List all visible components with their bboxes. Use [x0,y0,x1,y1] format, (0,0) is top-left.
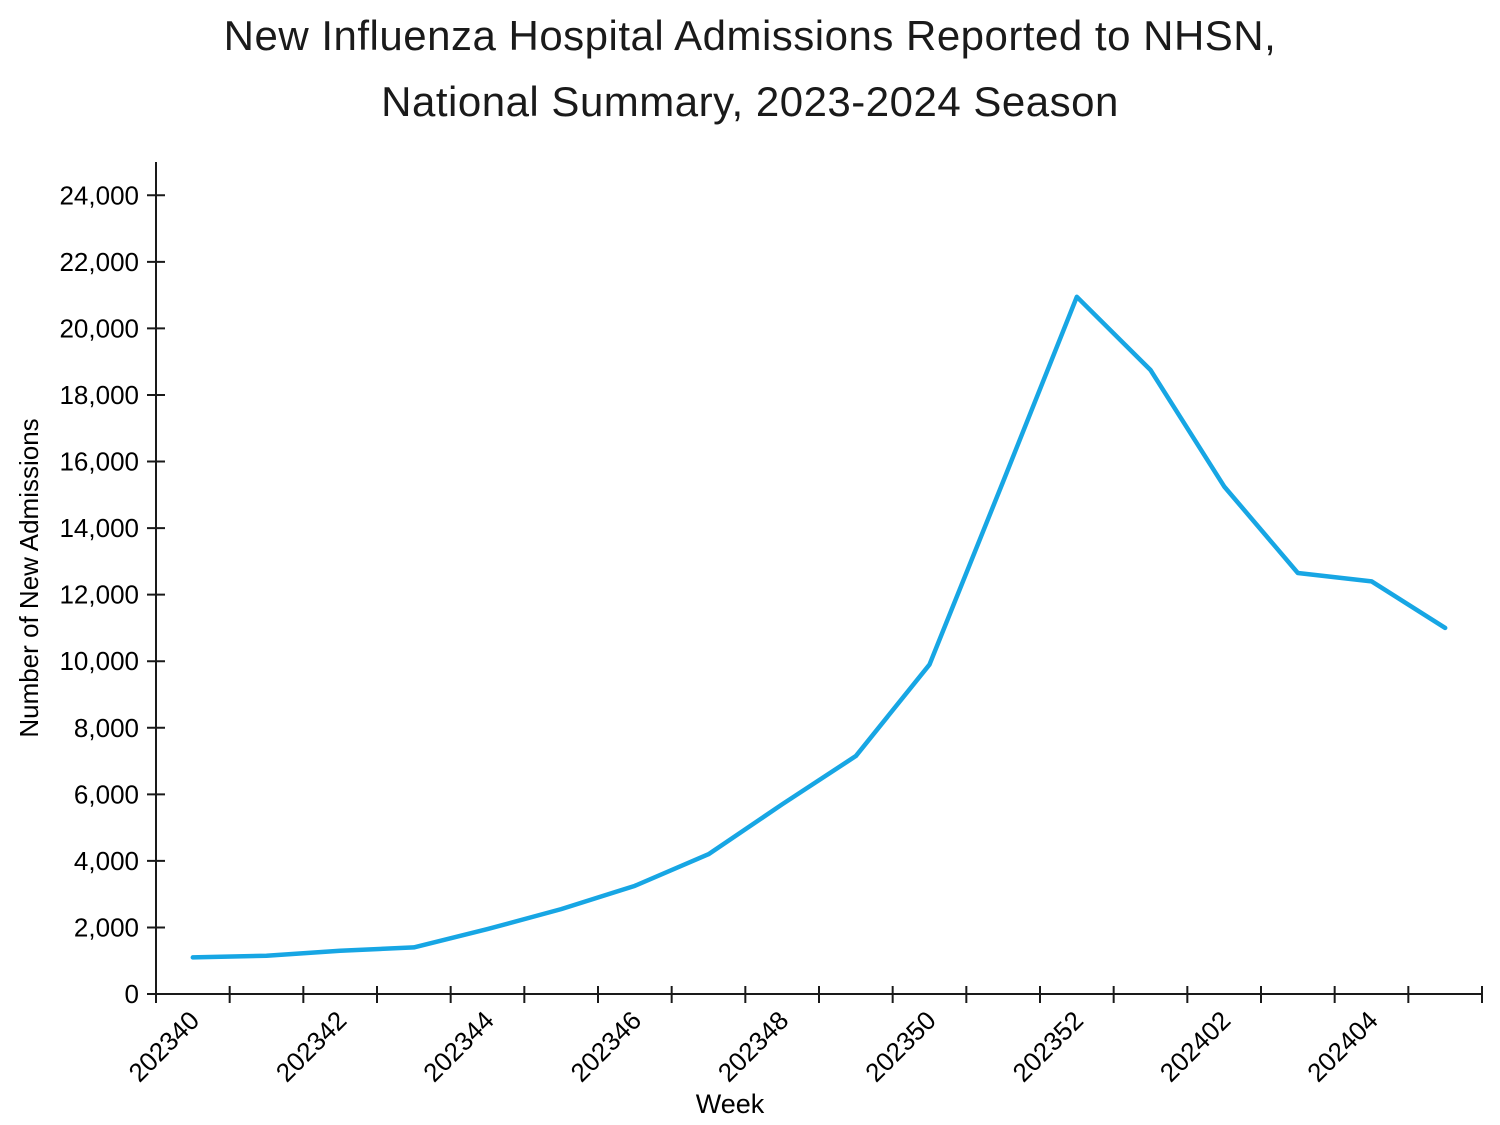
y-tick-label: 2,000 [74,912,139,942]
y-tick-label: 0 [125,979,139,1009]
chart-title-line-2: National Summary, 2023-2024 Season [381,78,1119,125]
y-tick-label: 22,000 [59,247,139,277]
x-tick-label: 202344 [417,1005,500,1088]
x-tick-label: 202402 [1154,1005,1237,1088]
chart-title-line-1: New Influenza Hospital Admissions Report… [223,12,1277,59]
y-tick-label: 12,000 [59,580,139,610]
y-tick-label: 10,000 [59,646,139,676]
x-tick-label: 202346 [565,1005,648,1088]
x-tick-label: 202404 [1301,1005,1384,1088]
data-line [190,294,1448,960]
x-tick-label: 202348 [712,1005,795,1088]
y-tick-label: 4,000 [74,846,139,876]
x-tick-label: 202340 [123,1005,206,1088]
x-tick-label: 202350 [859,1005,942,1088]
y-tick-label: 6,000 [74,779,139,809]
x-tick-label: 202342 [270,1005,353,1088]
x-tick-label: 202352 [1007,1005,1090,1088]
y-tick-label: 24,000 [59,180,139,210]
y-tick-label: 14,000 [59,513,139,543]
x-axis-title: Week [696,1089,765,1119]
y-axis-title: Number of New Admissions [14,418,44,737]
y-tick-label: 18,000 [59,380,139,410]
y-tick-label: 20,000 [59,313,139,343]
y-tick-label: 8,000 [74,713,139,743]
y-tick-label: 16,000 [59,447,139,477]
